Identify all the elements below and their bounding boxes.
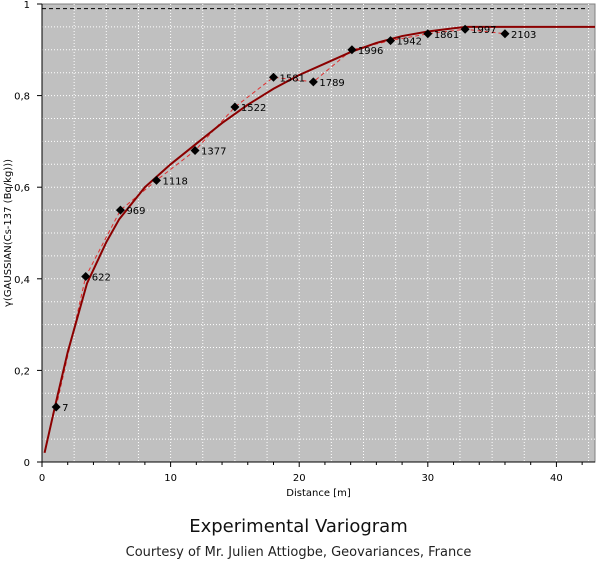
data-point-label: 2103 bbox=[511, 30, 536, 41]
data-point-marker bbox=[115, 205, 125, 215]
data-point-label: 1581 bbox=[279, 73, 304, 84]
model-curve bbox=[43, 25, 595, 454]
y-tick-label: 0,8 bbox=[14, 92, 30, 103]
data-point-label: 969 bbox=[126, 206, 145, 217]
x-tick-label: 0 bbox=[39, 473, 45, 484]
data-point-label: 1996 bbox=[358, 46, 383, 57]
data-point-marker bbox=[81, 272, 91, 282]
data-point-label: 1377 bbox=[201, 147, 226, 158]
data-point-marker bbox=[500, 29, 510, 39]
data-point-label: 7 bbox=[62, 403, 68, 414]
y-tick-label: 0,6 bbox=[14, 183, 30, 194]
variogram-chart: 0 10 20 30 40 0 0,2 0,4 0,6 0,8 1 Distance [m] γ(GAU… bbox=[3, 0, 596, 499]
data-point-marker bbox=[151, 175, 161, 185]
data-point-marker bbox=[308, 77, 318, 87]
data-point-label: 1789 bbox=[319, 78, 344, 89]
data-point-label: 1997 bbox=[471, 25, 496, 36]
y-tick-label: 0,2 bbox=[14, 366, 30, 377]
x-tick-label: 20 bbox=[293, 473, 306, 484]
data-point-label: 622 bbox=[92, 273, 111, 284]
y-tick-label: 0 bbox=[24, 458, 30, 469]
data-point-marker bbox=[460, 24, 470, 34]
data-point-label: 1861 bbox=[434, 30, 459, 41]
data-point-marker bbox=[190, 146, 200, 156]
data-point-marker bbox=[268, 72, 278, 82]
x-tick-label: 40 bbox=[550, 473, 563, 484]
x-tick-label: 10 bbox=[164, 473, 177, 484]
variogram-plot: 0 10 20 30 40 0 0,2 0,4 0,6 0,8 1 Distance [m] γ(GAU… bbox=[3, 0, 596, 499]
data-point-marker bbox=[386, 36, 396, 46]
x-tick-label: 30 bbox=[421, 473, 434, 484]
data-point-label: 1522 bbox=[241, 103, 266, 114]
y-axis-label: γ(GAUSSIAN(Cs-137 (Bq/kg))) bbox=[3, 159, 14, 307]
x-axis-label: Distance [m] bbox=[286, 488, 351, 499]
data-point-label: 1942 bbox=[397, 37, 422, 48]
data-point-marker bbox=[423, 29, 433, 39]
y-tick-label: 1 bbox=[24, 0, 30, 11]
data-point-marker bbox=[51, 402, 61, 412]
data-point-label: 1118 bbox=[162, 176, 187, 187]
data-point-marker bbox=[347, 45, 357, 55]
y-tick-label: 0,4 bbox=[14, 275, 30, 286]
caption-subtitle: Courtesy of Mr. Julien Attiogbe, Geovari… bbox=[125, 545, 472, 560]
caption-title: Experimental Variogram bbox=[189, 516, 408, 537]
data-point-marker bbox=[230, 102, 240, 112]
